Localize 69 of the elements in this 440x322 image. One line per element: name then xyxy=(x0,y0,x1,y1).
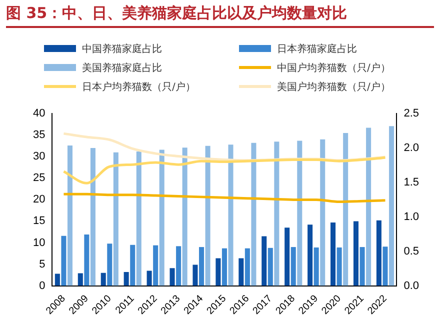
y2-tick-label: 2.0 xyxy=(404,142,420,154)
y-tick-label: 5 xyxy=(39,258,46,270)
bar xyxy=(251,142,256,286)
bar xyxy=(320,139,326,286)
bar xyxy=(314,247,319,286)
bar xyxy=(153,245,158,286)
bar xyxy=(205,146,210,286)
line-series xyxy=(62,156,386,184)
y-tick-label: 25 xyxy=(32,172,46,184)
bar xyxy=(136,151,142,286)
bar xyxy=(84,234,90,286)
legend-label: 美国养猫家庭占比 xyxy=(82,62,162,74)
legend-label: 中国养猫家庭占比 xyxy=(82,42,162,56)
bar xyxy=(360,247,365,286)
y-tick-label: 20 xyxy=(32,194,46,206)
bar xyxy=(290,247,296,286)
bar xyxy=(244,248,250,286)
bar xyxy=(308,224,313,286)
bar xyxy=(238,258,244,286)
y2-tick-label: 1.5 xyxy=(404,176,420,189)
bar xyxy=(107,244,112,286)
bar xyxy=(78,273,83,286)
bar xyxy=(192,264,198,286)
bar xyxy=(100,272,106,286)
line-series xyxy=(62,192,386,204)
bar xyxy=(353,221,358,286)
y-tick-label: 40 xyxy=(32,108,46,120)
bar xyxy=(130,244,136,286)
bar xyxy=(330,222,336,286)
legend-label: 日本养猫家庭占比 xyxy=(277,42,357,56)
bar xyxy=(228,144,234,286)
legend-label: 日本户均养猫数（只/户） xyxy=(82,80,196,94)
bar xyxy=(284,228,290,286)
bar xyxy=(198,247,204,286)
bar xyxy=(176,246,182,286)
bar xyxy=(336,247,342,286)
y2-tick-label: 2.5 xyxy=(404,108,420,120)
bar xyxy=(216,258,221,286)
bar xyxy=(61,236,66,286)
y2-tick-label: 0.5 xyxy=(404,245,420,258)
legend-label: 中国户均养猫数（只/户） xyxy=(277,62,390,74)
bar xyxy=(297,140,302,286)
bar xyxy=(54,274,60,286)
bar xyxy=(388,126,394,286)
bar xyxy=(222,248,227,286)
bar xyxy=(113,152,118,286)
bar xyxy=(366,128,372,286)
y-tick-label: 35 xyxy=(32,129,46,142)
bar xyxy=(262,236,267,286)
bar xyxy=(159,150,164,286)
bar xyxy=(376,220,382,286)
y-tick-label: 30 xyxy=(32,150,46,163)
bar xyxy=(182,148,188,286)
bar xyxy=(268,248,273,286)
y-tick-label: 15 xyxy=(32,215,46,228)
y2-tick-label: 0.0 xyxy=(404,280,420,292)
bar xyxy=(382,246,388,286)
chart-title: 图 35：中、日、美养猫家庭占比以及户均数量对比 xyxy=(6,4,434,28)
bar xyxy=(170,268,175,286)
bar xyxy=(124,272,129,286)
bar xyxy=(343,132,348,286)
y2-tick-label: 1.0 xyxy=(404,210,420,223)
bar xyxy=(274,142,280,286)
bar xyxy=(90,148,96,286)
bar xyxy=(67,145,73,286)
y-tick-label: 10 xyxy=(32,236,46,249)
legend-label: 美国户均养猫数（只/户） xyxy=(277,80,390,94)
y-tick-label: 0 xyxy=(39,280,46,292)
bar xyxy=(146,270,152,286)
